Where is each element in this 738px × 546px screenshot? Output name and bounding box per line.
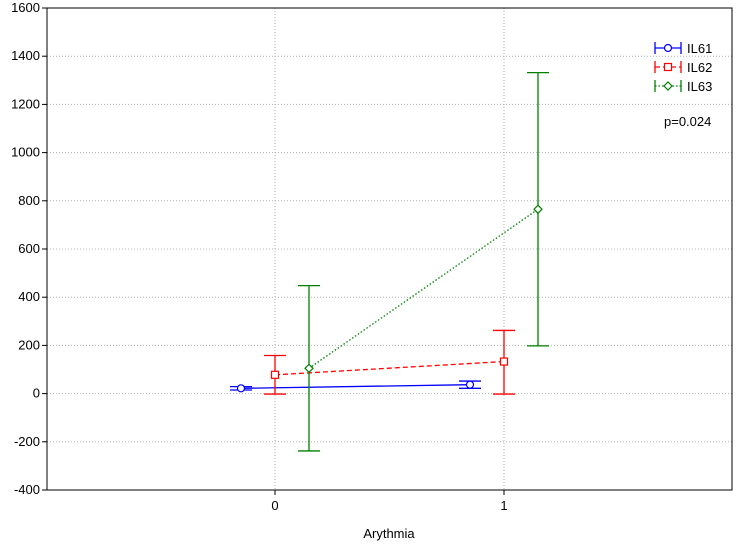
data-point-marker — [663, 62, 673, 72]
axis-layer: -400 -200 0 200 400 600 800 1000 1200 1400 1600 0 1 — [11, 0, 508, 513]
data-point-marker — [304, 363, 314, 374]
legend-label: IL61 — [687, 41, 712, 56]
p-value-annotation: p=0.024 — [664, 114, 711, 129]
legend: IL61 IL62 IL63 — [654, 41, 712, 94]
y-tick-label: 1000 — [11, 145, 40, 160]
data-point-marker — [465, 380, 475, 389]
legend-entry-il63: IL63 — [654, 79, 712, 94]
series-layer — [230, 71, 549, 452]
series-il62 — [264, 329, 515, 395]
x-axis-label: Arythmia — [363, 526, 415, 541]
y-tick-label: 400 — [18, 289, 40, 304]
x-tick-label: 0 — [271, 498, 278, 513]
x-tick-label: 1 — [500, 498, 507, 513]
y-tick-label: 600 — [18, 241, 40, 256]
series-line — [240, 384, 471, 389]
data-point-marker — [270, 370, 280, 379]
y-tick-label: 0 — [33, 386, 40, 401]
grid-layer — [47, 8, 732, 490]
legend-label: IL63 — [687, 79, 712, 94]
legend-entry-il62: IL62 — [654, 60, 712, 75]
data-point-marker — [533, 204, 543, 215]
y-tick-label: 800 — [18, 193, 40, 208]
data-point-marker — [663, 81, 673, 91]
y-tick-label: 1600 — [11, 0, 40, 15]
data-point-marker — [663, 43, 673, 53]
y-tick-label: 1200 — [11, 96, 40, 111]
data-point-marker — [499, 357, 509, 366]
legend-label: IL62 — [687, 60, 712, 75]
series-line — [308, 208, 539, 369]
data-point-marker — [236, 384, 246, 393]
y-tick-label: 1400 — [11, 48, 40, 63]
y-tick-label: 200 — [18, 337, 40, 352]
y-tick-label: -200 — [14, 434, 40, 449]
series-il63 — [298, 71, 549, 452]
legend-entry-il61: IL61 — [654, 41, 712, 56]
series-il61 — [230, 380, 481, 393]
series-line — [274, 360, 505, 376]
y-tick-label: -400 — [14, 482, 40, 497]
